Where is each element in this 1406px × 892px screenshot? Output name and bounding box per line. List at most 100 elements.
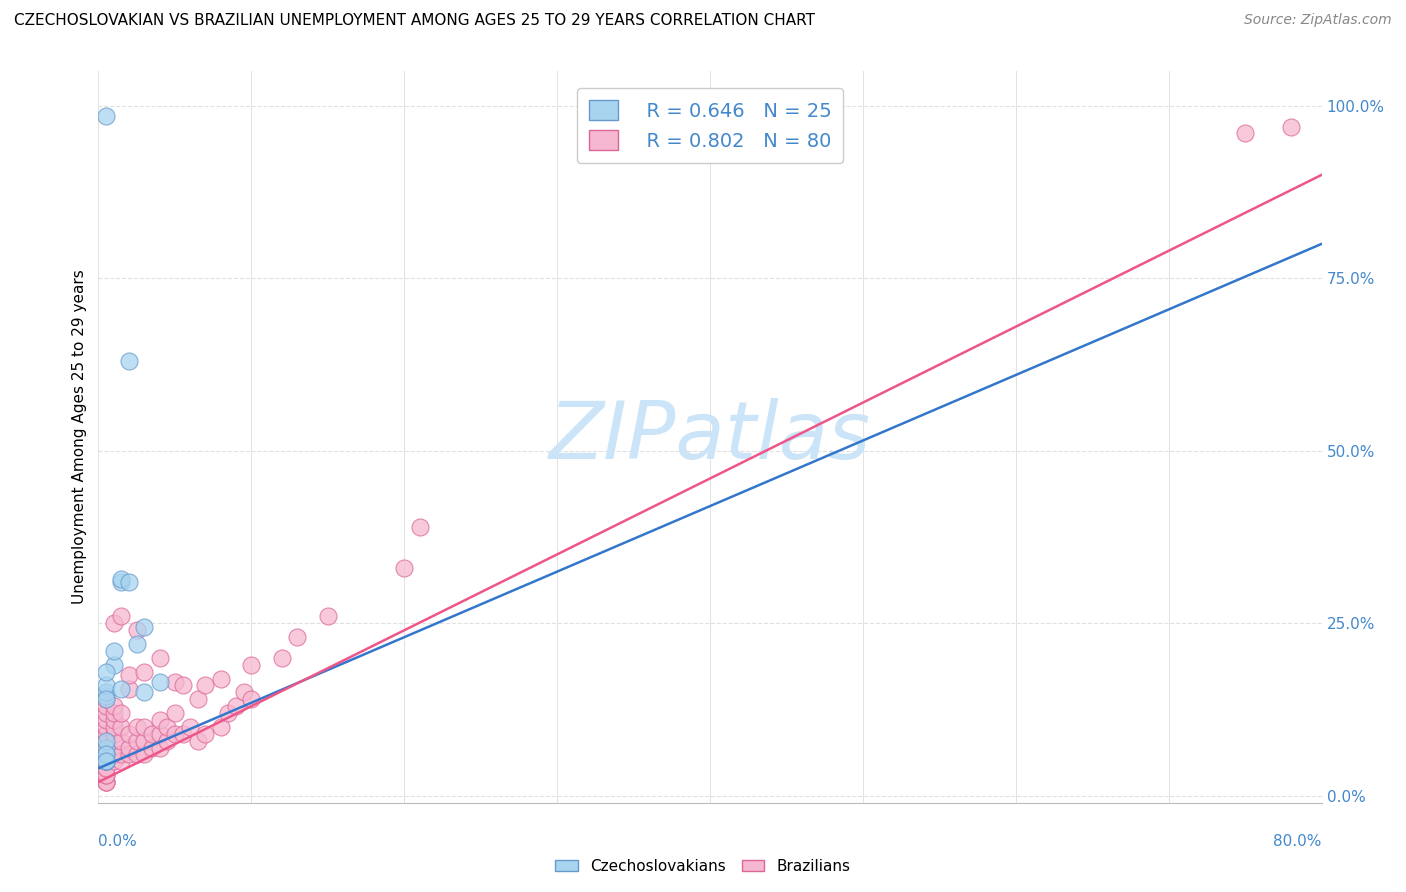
Point [103,644,125,658]
Point [134,685,156,699]
Point [172,727,194,741]
Point [217,706,239,720]
Point [94,692,117,706]
Point [103,720,125,734]
Point [94,755,117,769]
Text: 0.0%: 0.0% [98,834,138,849]
Point [134,620,156,634]
Point [141,727,163,741]
Point [134,733,156,747]
Point [110,706,132,720]
Point [94,755,117,769]
Point [94,692,117,706]
Point [110,720,132,734]
Point [94,733,117,747]
Point [125,637,148,651]
Point [94,689,117,703]
Point [94,685,117,699]
Point [94,699,117,714]
Point [94,747,117,762]
Point [1279,120,1302,134]
Point [118,727,141,741]
Point [94,727,117,741]
Point [156,733,179,747]
Point [240,692,263,706]
Point [187,692,209,706]
Point [134,747,156,762]
Point [94,740,117,755]
Point [209,672,232,686]
Point [94,755,117,769]
Point [149,675,172,690]
Point [103,699,125,714]
Text: ZIPatlas: ZIPatlas [548,398,872,476]
Point [149,651,172,665]
Point [94,740,117,755]
Point [94,733,117,747]
Point [179,720,201,734]
Point [94,761,117,775]
Point [172,678,194,692]
Point [94,665,117,679]
Point [110,733,132,747]
Point [110,572,132,586]
Point [270,651,292,665]
Point [125,720,148,734]
Point [125,733,148,747]
Point [118,668,141,682]
Point [110,681,132,696]
Text: Source: ZipAtlas.com: Source: ZipAtlas.com [1244,13,1392,28]
Point [194,678,217,692]
Point [163,706,186,720]
Point [110,755,132,769]
Point [94,775,117,789]
Point [94,720,117,734]
Point [94,747,117,762]
Point [118,740,141,755]
Point [134,665,156,679]
Point [187,733,209,747]
Point [118,354,141,368]
Point [392,561,416,575]
Point [118,747,141,762]
Point [94,761,117,775]
Y-axis label: Unemployment Among Ages 25 to 29 years: Unemployment Among Ages 25 to 29 years [72,269,87,605]
Point [94,768,117,782]
Point [285,630,308,644]
Point [94,775,117,789]
Point [149,727,172,741]
Point [94,740,117,755]
Point [110,574,132,589]
Point [94,706,117,720]
Point [134,720,156,734]
Point [94,713,117,727]
Point [94,747,117,762]
Point [103,727,125,741]
Legend: Czechoslovakians, Brazilians: Czechoslovakians, Brazilians [550,853,856,880]
Point [163,675,186,690]
Point [118,681,141,696]
Point [103,616,125,631]
Point [94,727,117,741]
Point [163,727,186,741]
Point [1234,127,1257,141]
Point [103,713,125,727]
Point [125,747,148,762]
Point [209,720,232,734]
Text: 80.0%: 80.0% [1274,834,1322,849]
Point [232,685,254,699]
Point [103,747,125,762]
Point [94,678,117,692]
Text: CZECHOSLOVAKIAN VS BRAZILIAN UNEMPLOYMENT AMONG AGES 25 TO 29 YEARS CORRELATION : CZECHOSLOVAKIAN VS BRAZILIAN UNEMPLOYMEN… [14,13,815,29]
Point [103,657,125,672]
Point [94,768,117,782]
Point [103,755,125,769]
Point [125,624,148,638]
Point [408,520,430,534]
Point [94,755,117,769]
Point [103,733,125,747]
Point [118,574,141,589]
Point [110,609,132,624]
Point [94,755,117,769]
Point [156,720,179,734]
